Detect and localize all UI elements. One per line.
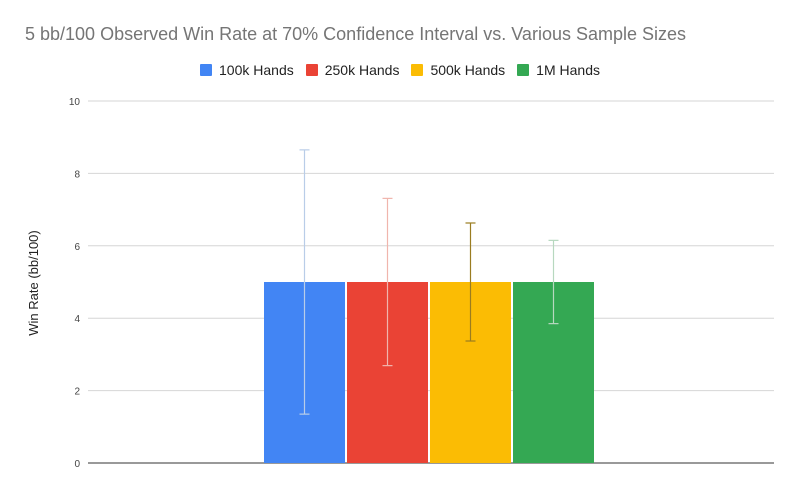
legend-item-250k[interactable]: 250k Hands <box>305 62 400 78</box>
legend-item-500k[interactable]: 500k Hands <box>411 62 505 78</box>
legend-label-100k: 100k Hands <box>219 62 294 78</box>
legend-swatch-250k <box>305 64 318 76</box>
legend: 100k Hands 250k Hands 500k Hands 1M Hand… <box>0 62 800 78</box>
y-tick-label: 0 <box>74 459 80 470</box>
legend-label-1m: 1M Hands <box>536 62 600 78</box>
legend-label-500k: 500k Hands <box>430 62 506 78</box>
legend-swatch-1m <box>517 64 530 76</box>
y-tick-label: 4 <box>74 314 80 325</box>
legend-item-100k[interactable]: 100k Hands <box>200 62 294 78</box>
y-tick-label: 10 <box>69 97 81 108</box>
y-tick-label: 2 <box>74 387 80 398</box>
chart-title: 5 bb/100 Observed Win Rate at 70% Confid… <box>25 24 687 44</box>
y-tick-label: 6 <box>74 242 80 253</box>
legend-item-1m[interactable]: 1M Hands <box>517 62 600 78</box>
legend-label-250k: 250k Hands <box>324 62 400 78</box>
y-axis-ticks: 0 2 4 6 8 10 <box>69 97 81 470</box>
bars <box>264 282 594 463</box>
y-tick-label: 8 <box>74 169 80 180</box>
legend-swatch-500k <box>411 64 424 76</box>
error-bars <box>299 149 559 415</box>
y-axis-label: Win Rate (bb/100) <box>26 230 41 336</box>
legend-swatch-100k <box>200 64 213 76</box>
